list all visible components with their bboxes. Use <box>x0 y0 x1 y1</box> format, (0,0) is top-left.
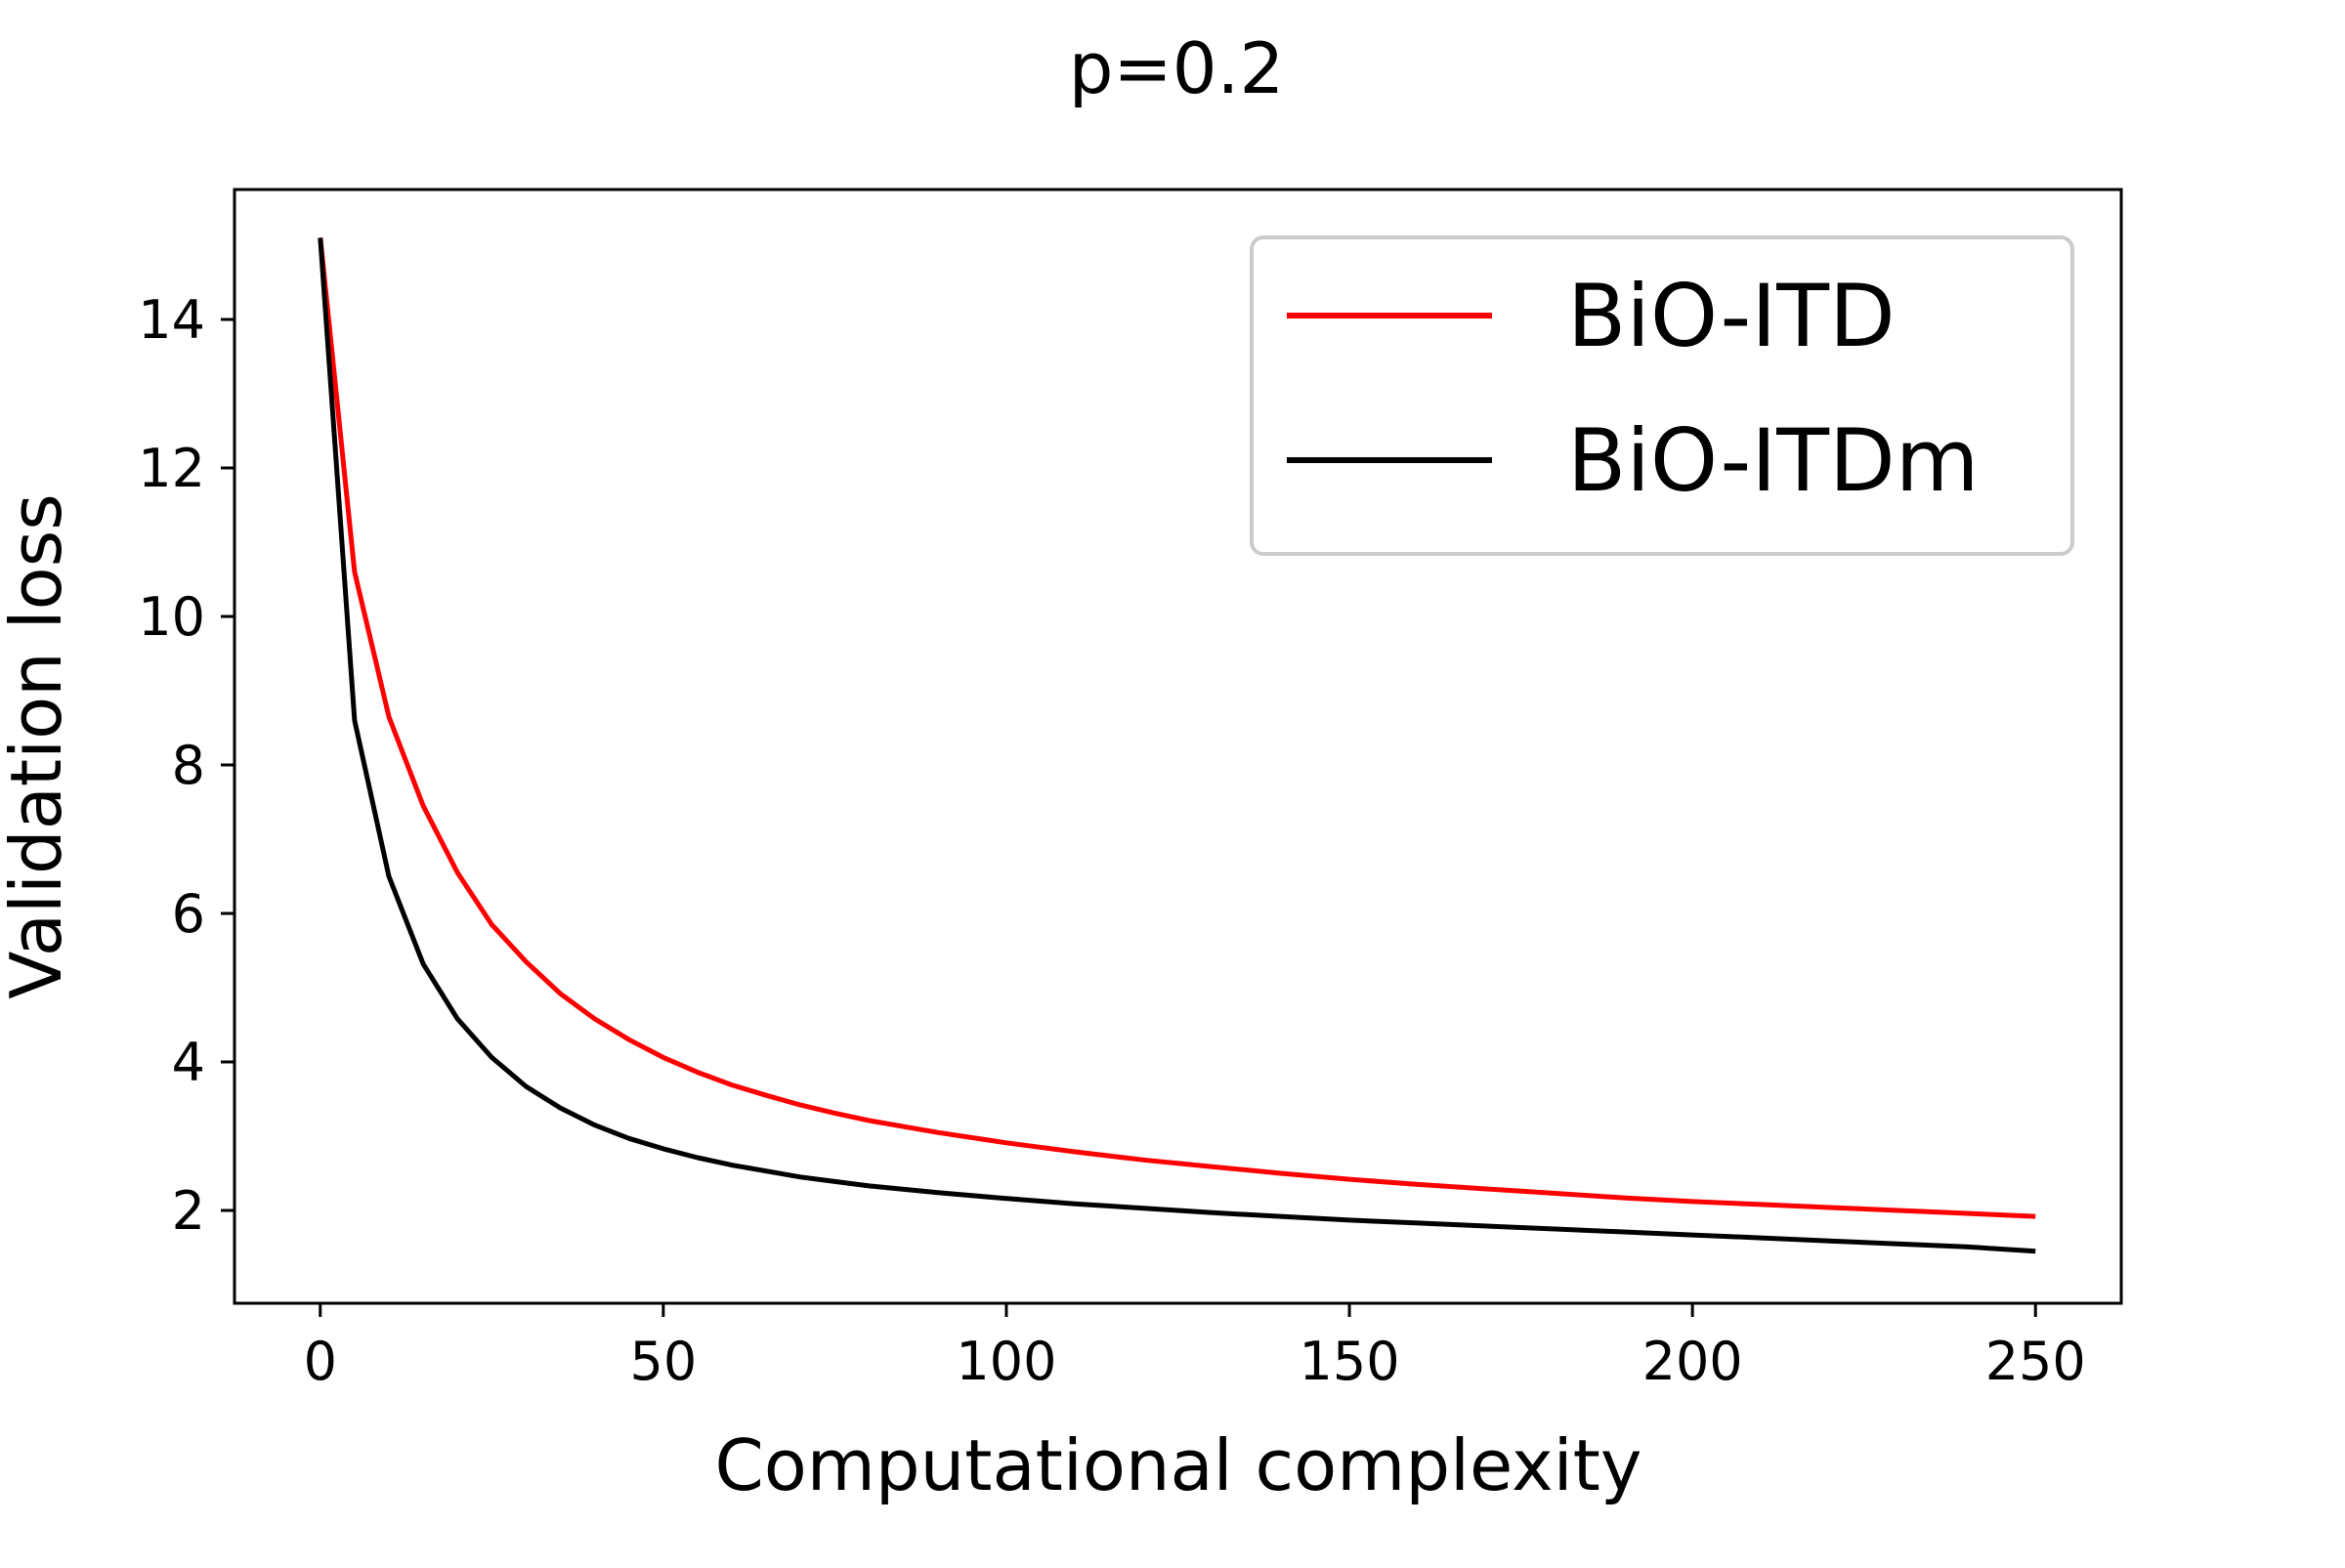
x-tick-label: 200 <box>1642 1331 1743 1392</box>
chart-title: p=0.2 <box>1069 27 1285 109</box>
x-tick-label: 100 <box>956 1331 1056 1392</box>
x-axis-label: Computational complexity <box>714 1424 1642 1506</box>
y-tick-label: 6 <box>172 883 205 945</box>
legend-label-bio-itdm: BiO-ITDm <box>1567 410 1979 511</box>
y-tick-label: 14 <box>138 289 205 351</box>
x-tick-label: 250 <box>1985 1331 2086 1392</box>
series-line-bio-itdm <box>318 237 2036 1254</box>
x-tick-label: 0 <box>304 1331 337 1392</box>
legend-label-bio-itd: BiO-ITD <box>1567 266 1896 366</box>
legend: BiO-ITD BiO-ITDm <box>1250 235 2074 556</box>
series-line-bio-itd <box>318 237 2036 1219</box>
plot-frame <box>233 188 2123 1305</box>
y-tick-label: 12 <box>138 438 205 499</box>
y-axis-label: Validation loss <box>0 493 77 999</box>
tick-layer: 0 50 100 150 200 250 2 4 6 8 10 12 14 <box>138 289 2085 1392</box>
x-tick-label: 50 <box>630 1331 698 1392</box>
y-tick-label: 4 <box>172 1032 205 1093</box>
y-tick-label: 10 <box>138 586 205 648</box>
y-tick-label: 8 <box>172 735 205 796</box>
y-tick-label: 2 <box>172 1180 205 1242</box>
x-tick-label: 150 <box>1300 1331 1400 1392</box>
series-layer <box>318 237 2036 1254</box>
